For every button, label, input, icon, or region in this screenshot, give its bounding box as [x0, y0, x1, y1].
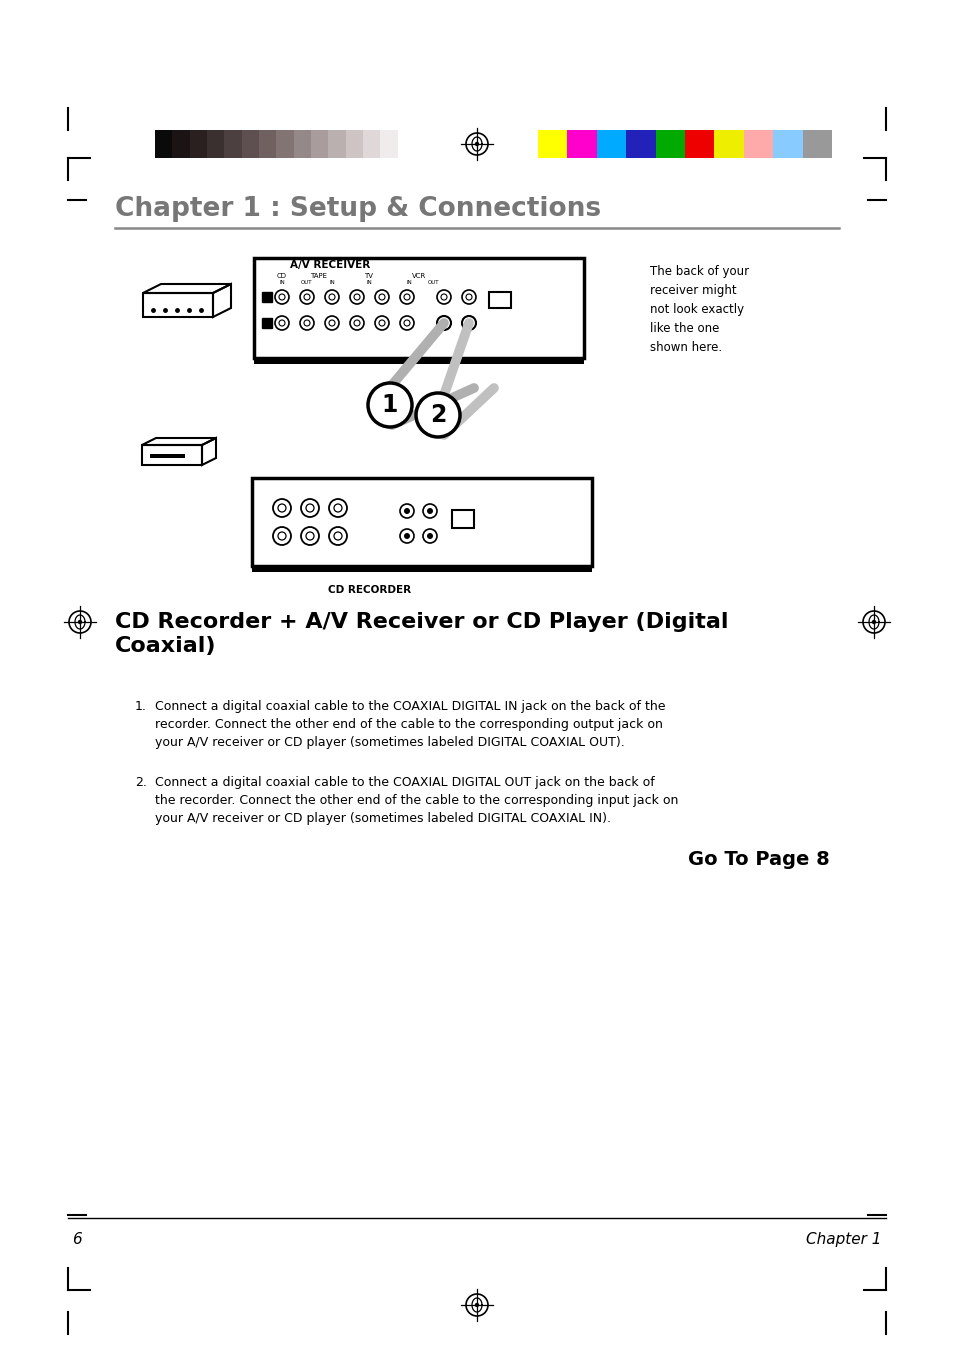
Circle shape — [403, 534, 410, 539]
Circle shape — [368, 382, 412, 427]
Text: Chapter 1: Chapter 1 — [805, 1232, 882, 1247]
Text: 2.: 2. — [135, 775, 147, 789]
Bar — [262, 317, 272, 328]
Bar — [253, 258, 583, 358]
Circle shape — [403, 508, 410, 513]
Circle shape — [427, 508, 433, 513]
Bar — [258, 130, 276, 158]
Bar — [380, 130, 397, 158]
Bar — [190, 130, 207, 158]
Circle shape — [465, 320, 472, 326]
Bar — [684, 130, 714, 158]
Bar — [150, 454, 185, 458]
Bar — [452, 509, 474, 528]
Circle shape — [427, 534, 433, 539]
Text: 1.: 1. — [135, 700, 147, 713]
Text: The back of your
receiver might
not look exactly
like the one
shown here.: The back of your receiver might not look… — [649, 265, 748, 354]
Text: VCR: VCR — [412, 273, 426, 280]
Bar — [489, 292, 511, 308]
Text: Go To Page 8: Go To Page 8 — [687, 850, 829, 869]
Bar — [397, 130, 415, 158]
Text: CD Recorder + A/V Receiver or CD Player (Digital
Coaxial): CD Recorder + A/V Receiver or CD Player … — [115, 612, 728, 657]
Bar — [625, 130, 655, 158]
Bar — [328, 130, 345, 158]
Bar — [252, 565, 592, 571]
Circle shape — [475, 142, 478, 146]
Bar — [311, 130, 328, 158]
Bar — [655, 130, 684, 158]
Bar — [801, 130, 831, 158]
Circle shape — [440, 320, 447, 326]
Text: OUT: OUT — [428, 280, 439, 285]
Bar — [714, 130, 743, 158]
Bar — [154, 130, 172, 158]
Bar — [253, 357, 583, 363]
Bar — [567, 130, 597, 158]
Text: A/V RECEIVER: A/V RECEIVER — [290, 259, 370, 270]
Bar — [207, 130, 224, 158]
Bar — [172, 130, 190, 158]
Text: CD RECORDER: CD RECORDER — [328, 585, 411, 594]
Text: IN: IN — [329, 280, 335, 285]
Text: IN: IN — [279, 280, 285, 285]
Text: IN: IN — [366, 280, 372, 285]
Text: TV: TV — [364, 273, 374, 280]
Text: Connect a digital coaxial cable to the COAXIAL DIGITAL IN jack on the back of th: Connect a digital coaxial cable to the C… — [154, 700, 665, 748]
Bar — [743, 130, 772, 158]
Circle shape — [872, 620, 875, 624]
Bar — [597, 130, 625, 158]
Circle shape — [416, 393, 459, 436]
Circle shape — [78, 620, 81, 624]
Bar — [224, 130, 241, 158]
Text: OUT: OUT — [301, 280, 313, 285]
Text: 6: 6 — [71, 1232, 82, 1247]
Bar — [252, 478, 592, 566]
Circle shape — [475, 1304, 478, 1306]
Bar — [363, 130, 380, 158]
Text: 1: 1 — [381, 393, 397, 417]
Bar — [241, 130, 258, 158]
Text: CD: CD — [276, 273, 287, 280]
Text: TAPE: TAPE — [310, 273, 327, 280]
Bar — [772, 130, 801, 158]
Text: Chapter 1 : Setup & Connections: Chapter 1 : Setup & Connections — [115, 196, 600, 222]
Text: 2: 2 — [430, 403, 446, 427]
Bar — [262, 292, 272, 303]
Bar — [537, 130, 567, 158]
Bar — [276, 130, 294, 158]
Bar — [294, 130, 311, 158]
Text: IN: IN — [406, 280, 412, 285]
Text: Connect a digital coaxial cable to the COAXIAL DIGITAL OUT jack on the back of
t: Connect a digital coaxial cable to the C… — [154, 775, 678, 825]
Bar — [345, 130, 363, 158]
